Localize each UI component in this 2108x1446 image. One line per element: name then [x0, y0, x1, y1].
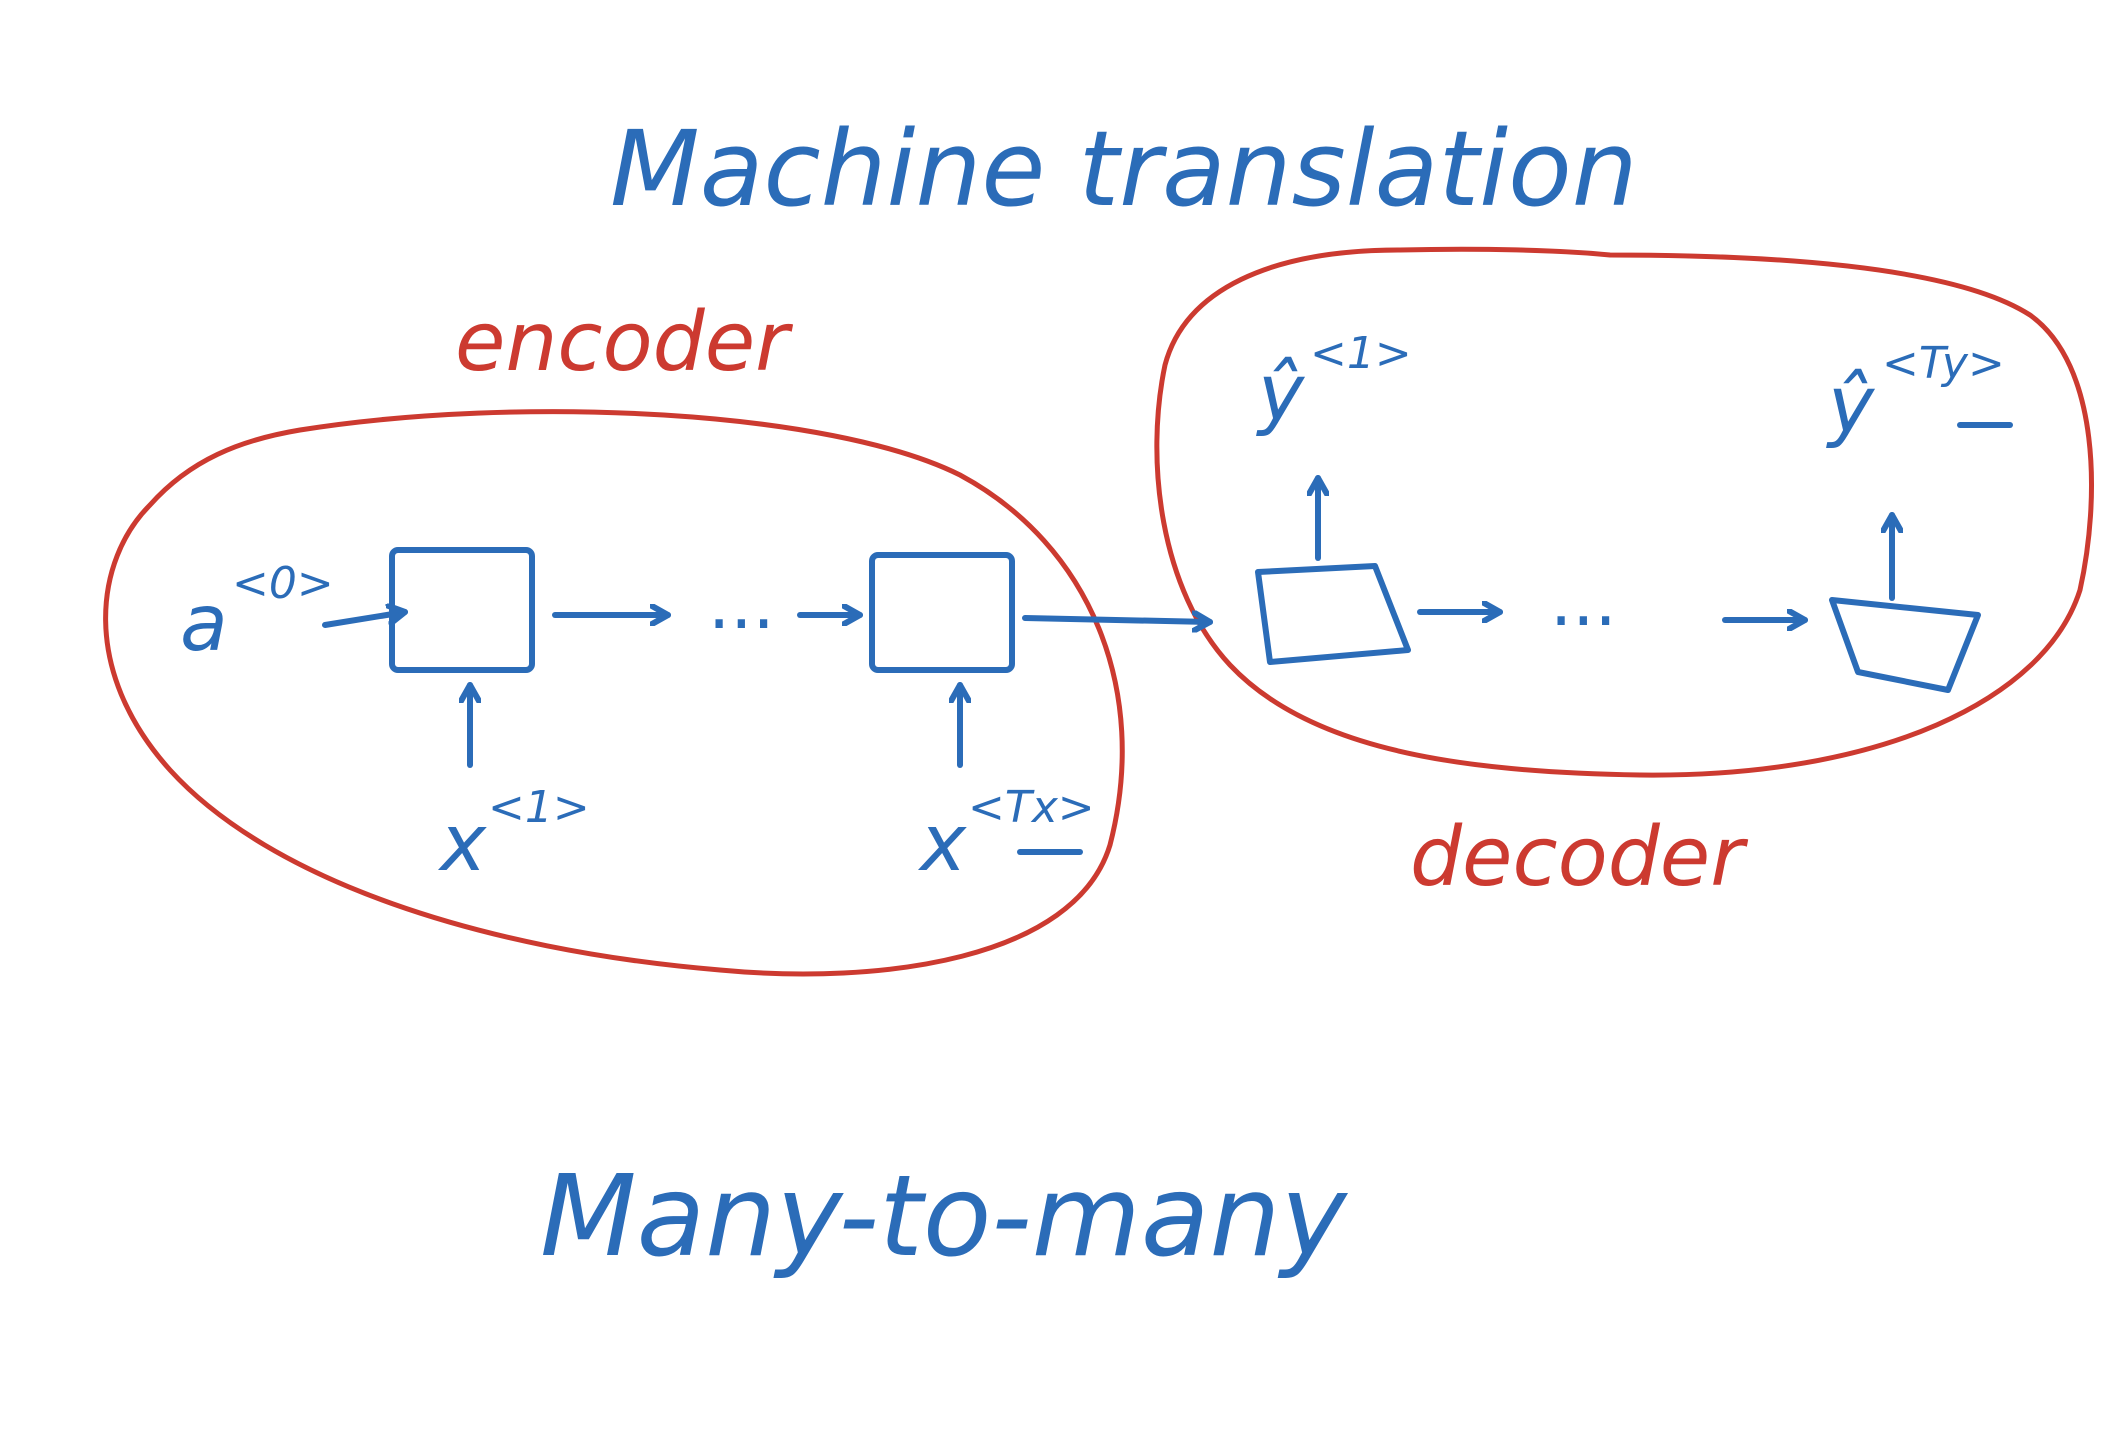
output-yTy-base: ŷ	[1826, 361, 1876, 451]
output-y1-base: ŷ	[1256, 349, 1306, 439]
encoder-region	[103, 409, 1125, 977]
input-xTx-sup: <Tx>	[968, 782, 1095, 833]
input-x1-base: x	[437, 799, 487, 889]
caption-many-to-many: Many-to-many	[540, 1152, 1349, 1282]
encoder-cell-Tx	[869, 552, 1015, 673]
output-yTy: ŷ <Ty>	[1826, 338, 2013, 451]
activation-a0-sup: <0>	[232, 558, 334, 609]
input-xTx: x <Tx>	[917, 782, 1095, 889]
decoder-cell-Ty	[1829, 597, 1981, 693]
input-x1: x <1>	[437, 782, 590, 889]
decoder-ellipsis: ...	[1550, 560, 1617, 642]
input-xTx-base: x	[917, 799, 967, 889]
output-y1: ŷ <1>	[1256, 328, 1412, 439]
encoder-ellipsis: ...	[708, 563, 775, 645]
encoder-label: encoder	[455, 295, 793, 390]
input-x1-sup: <1>	[488, 782, 590, 833]
initial-activation: a <0>	[180, 558, 334, 669]
output-yTy-sup: <Ty>	[1882, 338, 2005, 389]
title: Machine translation	[610, 108, 1638, 230]
decoder-label: decoder	[1410, 810, 1748, 905]
decoder-cell-1	[1255, 563, 1411, 665]
activation-a0-base: a	[180, 579, 228, 669]
encoder-cell-1	[389, 547, 535, 673]
output-y1-sup: <1>	[1310, 328, 1412, 379]
decoder-region	[1154, 246, 2094, 778]
arrow-encoder-to-decoder	[1022, 618, 1213, 622]
